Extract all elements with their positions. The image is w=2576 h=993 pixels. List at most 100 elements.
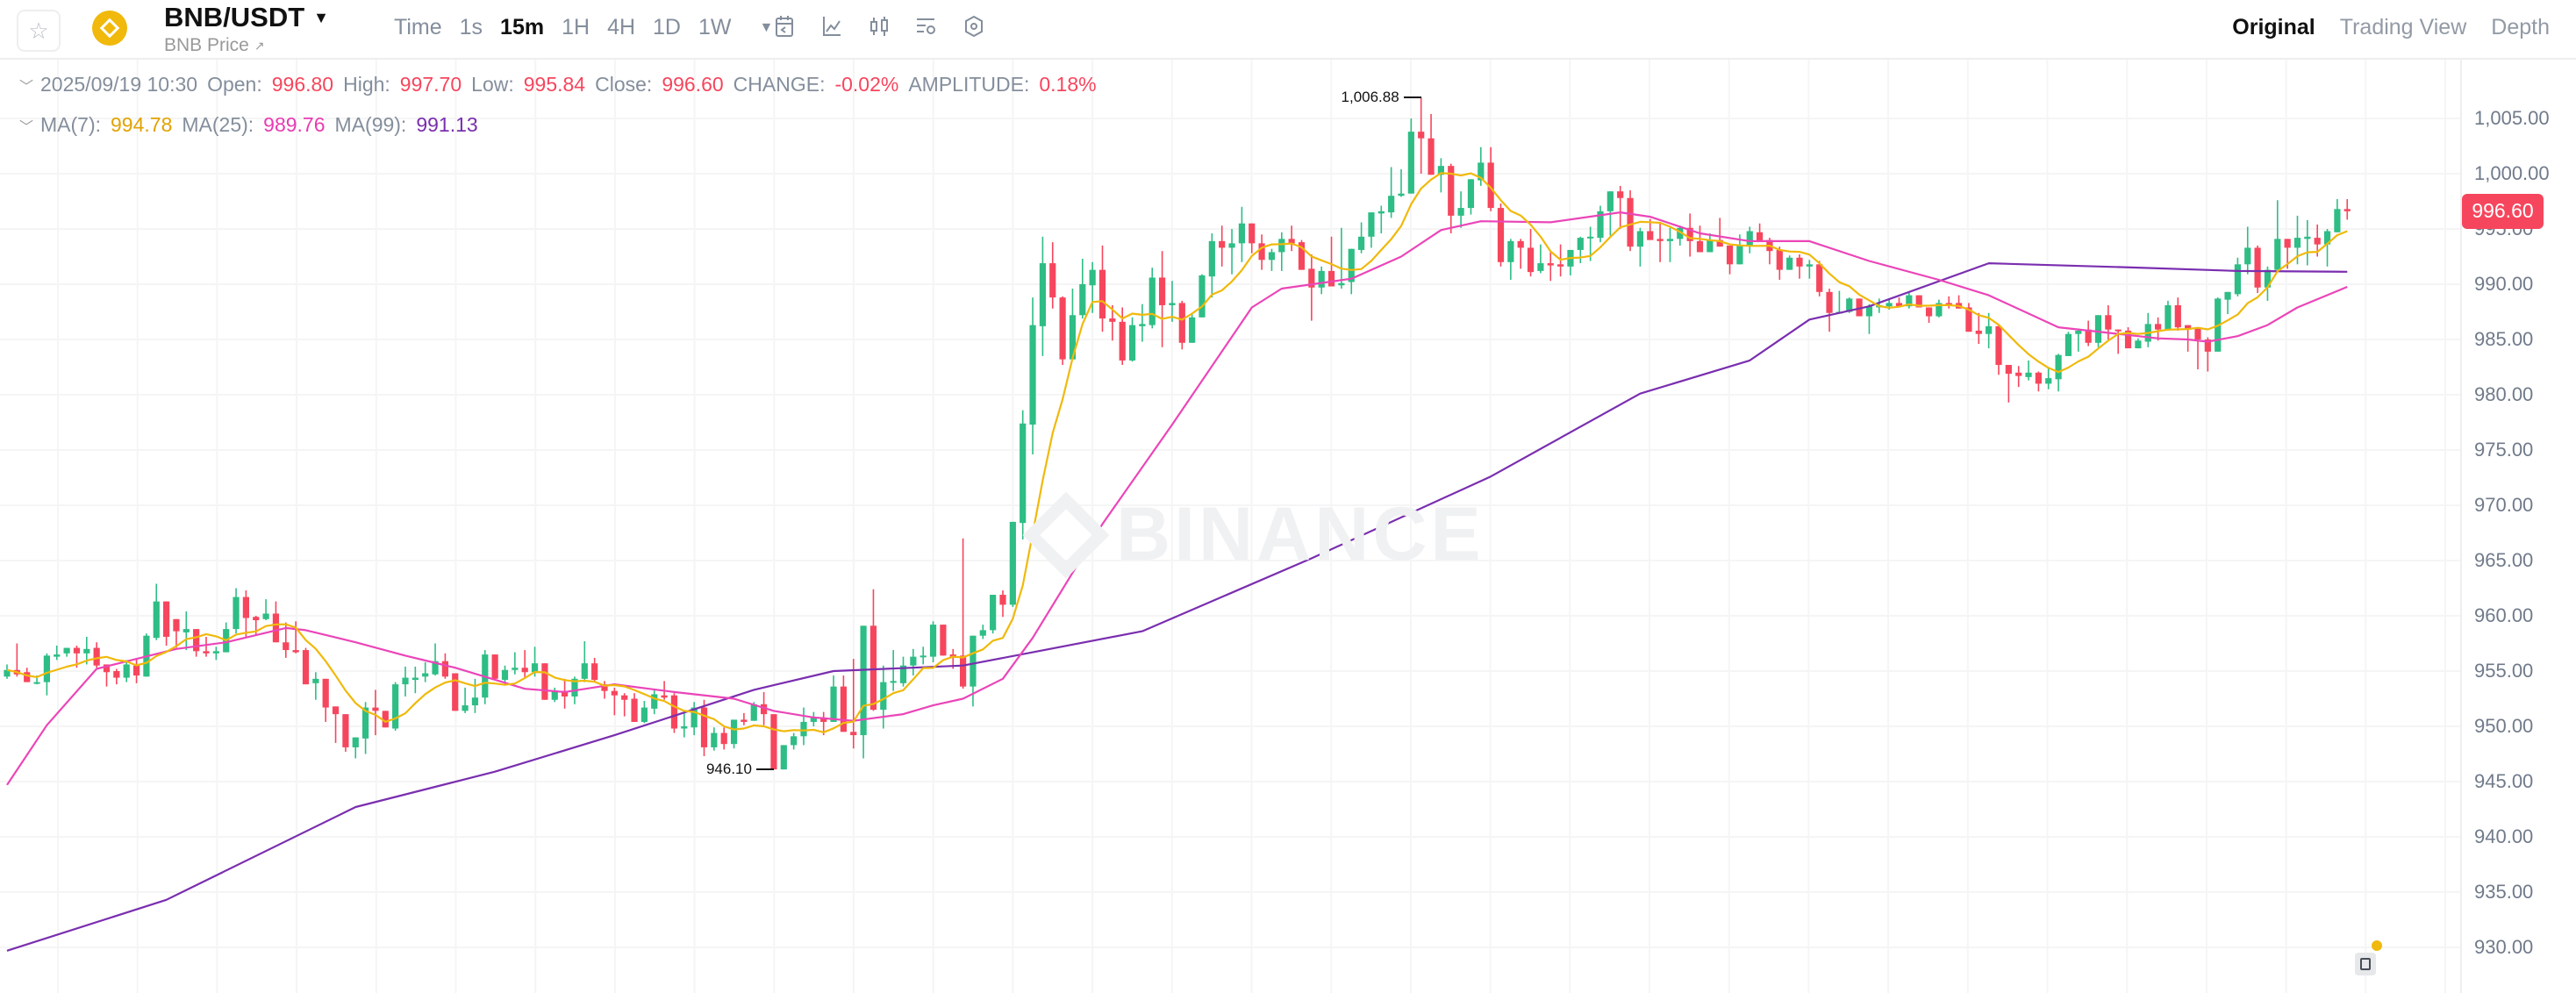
candle-body (283, 642, 290, 651)
candle (1448, 163, 1455, 234)
symbol-selector[interactable]: BNB/USDT ▼ (164, 2, 329, 33)
candle (163, 601, 170, 647)
view-trading-view[interactable]: Trading View (2339, 15, 2467, 39)
candle-body (1906, 295, 1913, 307)
candle-body (2343, 209, 2351, 211)
candle (700, 699, 708, 757)
candle-body (462, 705, 469, 711)
candle-body (1418, 132, 1425, 139)
candle (1009, 521, 1016, 607)
candle-body (1358, 236, 1365, 250)
candle (711, 727, 718, 751)
candle-body (54, 654, 61, 657)
candle (999, 590, 1006, 618)
candle (462, 687, 469, 713)
candle (810, 711, 817, 726)
candle (1567, 249, 1574, 275)
price-axis-label: 980.00 (2474, 383, 2534, 405)
interval-1w[interactable]: 1W (698, 15, 732, 39)
candle (1308, 254, 1315, 321)
collapse-chevron-icon[interactable]: ﹀ (19, 119, 34, 135)
candle (173, 618, 180, 648)
price-page-link[interactable]: BNB Price ↗ (164, 35, 265, 56)
candle (2075, 328, 2082, 352)
candle (322, 678, 329, 722)
settings-list-icon[interactable] (914, 13, 939, 39)
candle (631, 693, 638, 722)
candle (651, 689, 658, 715)
candle (253, 616, 260, 636)
favorite-button[interactable]: ☆ (17, 10, 61, 52)
notes-button[interactable] (2355, 953, 2376, 975)
candle (452, 673, 459, 711)
candle-body (1199, 275, 1206, 318)
candle (1537, 244, 1544, 274)
candle-body (1308, 268, 1315, 288)
ma7-line (6, 172, 2348, 733)
candle-body (1677, 227, 1684, 239)
candle-body (770, 714, 777, 770)
interval-15m[interactable]: 15m (500, 15, 545, 39)
candle (512, 652, 519, 675)
candle-body (1249, 223, 1256, 244)
candle (1577, 236, 1584, 264)
candle-body (1487, 162, 1494, 209)
candle-body (1128, 325, 1136, 361)
candle (1816, 261, 1823, 296)
price-axis-label: 1,000.00 (2474, 162, 2550, 184)
candle (670, 693, 678, 733)
candle-body (1039, 263, 1046, 326)
interval-4h[interactable]: 4H (607, 15, 636, 39)
candle (302, 647, 310, 685)
interval-1s[interactable]: 1s (459, 15, 483, 39)
indicator-chart-icon[interactable] (819, 13, 844, 39)
candlestick-type-icon[interactable] (867, 13, 891, 39)
candle-body (362, 707, 369, 739)
candle (940, 625, 947, 656)
candle (1666, 227, 1674, 262)
candle-body (611, 690, 618, 696)
candle-body (979, 630, 986, 636)
candle-body (1577, 238, 1584, 250)
candle-body (1238, 223, 1245, 244)
candle (4, 664, 11, 679)
candle (2005, 364, 2012, 403)
ma99-line (6, 262, 2348, 952)
notification-dot (2372, 940, 2382, 951)
price-axis-label: 945.00 (2474, 770, 2534, 792)
interval-time[interactable]: Time (394, 15, 442, 39)
hexagon-settings-icon[interactable] (962, 13, 986, 39)
candle (1627, 189, 1634, 252)
candle-body (810, 717, 817, 722)
candle (1398, 168, 1405, 197)
low-price-annotation: 946.10 (706, 761, 774, 778)
collapse-chevron-icon[interactable]: ﹀ (19, 79, 34, 95)
candle (919, 647, 927, 665)
ma7-value: 994.78 (111, 113, 173, 136)
candle-body (1995, 325, 2002, 365)
candle (113, 668, 120, 685)
candle (979, 625, 986, 639)
candle-body (780, 745, 787, 770)
interval-1h[interactable]: 1H (562, 15, 590, 39)
low-marker-line (755, 768, 774, 771)
ma7-label: MA(7): (40, 113, 102, 136)
more-intervals-dropdown-icon[interactable]: ▼ (759, 19, 774, 35)
candle-body (242, 597, 249, 618)
candle-body (182, 629, 190, 632)
date-range-icon[interactable] (772, 13, 797, 39)
interval-1d[interactable]: 1D (653, 15, 681, 39)
price-axis-label: 970.00 (2474, 494, 2534, 516)
candle (233, 588, 240, 634)
view-original[interactable]: Original (2232, 15, 2315, 39)
candle (780, 745, 787, 770)
view-switcher: Original Trading View Depth (2232, 15, 2550, 40)
view-depth[interactable]: Depth (2491, 15, 2550, 39)
candle-body (1975, 330, 1982, 334)
candle-body (899, 665, 907, 683)
candle-body (1736, 245, 1743, 265)
candle (2135, 338, 2142, 349)
candle (2254, 245, 2261, 294)
candle-body (541, 663, 548, 700)
